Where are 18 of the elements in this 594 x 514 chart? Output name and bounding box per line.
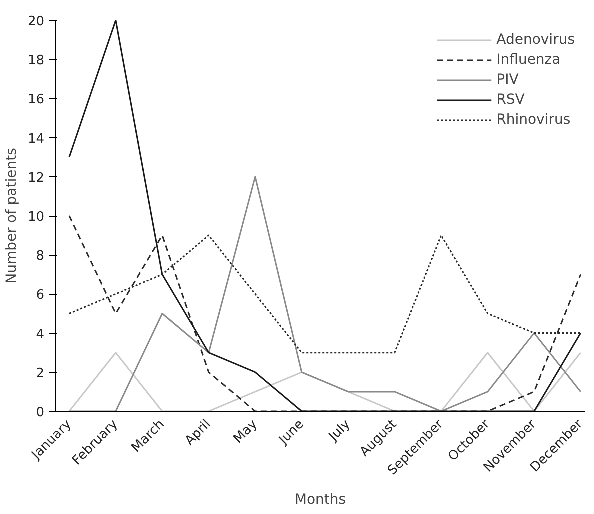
y-tick-label: 20 [28,14,45,30]
y-tick-label: 8 [36,249,45,264]
y-tick-label: 6 [36,288,45,304]
legend-label: PIV [496,72,519,88]
legend-label: Rhinovirus [496,112,571,128]
y-tick-label: 18 [28,54,45,69]
y-tick-label: 12 [28,170,45,186]
y-tick-label: 14 [28,132,45,147]
y-axis-title: Number of patients [4,148,20,284]
x-axis-title: Months [294,492,346,508]
legend-label: Influenza [496,52,561,68]
y-tick-label: 0 [36,406,45,420]
legend-label: RSV [496,92,525,108]
y-tick-label: 16 [28,92,45,108]
y-tick-label: 4 [36,327,45,342]
y-tick-label: 2 [36,366,45,382]
legend-label: Adenovirus [496,32,575,48]
y-tick-label: 10 [28,210,45,225]
